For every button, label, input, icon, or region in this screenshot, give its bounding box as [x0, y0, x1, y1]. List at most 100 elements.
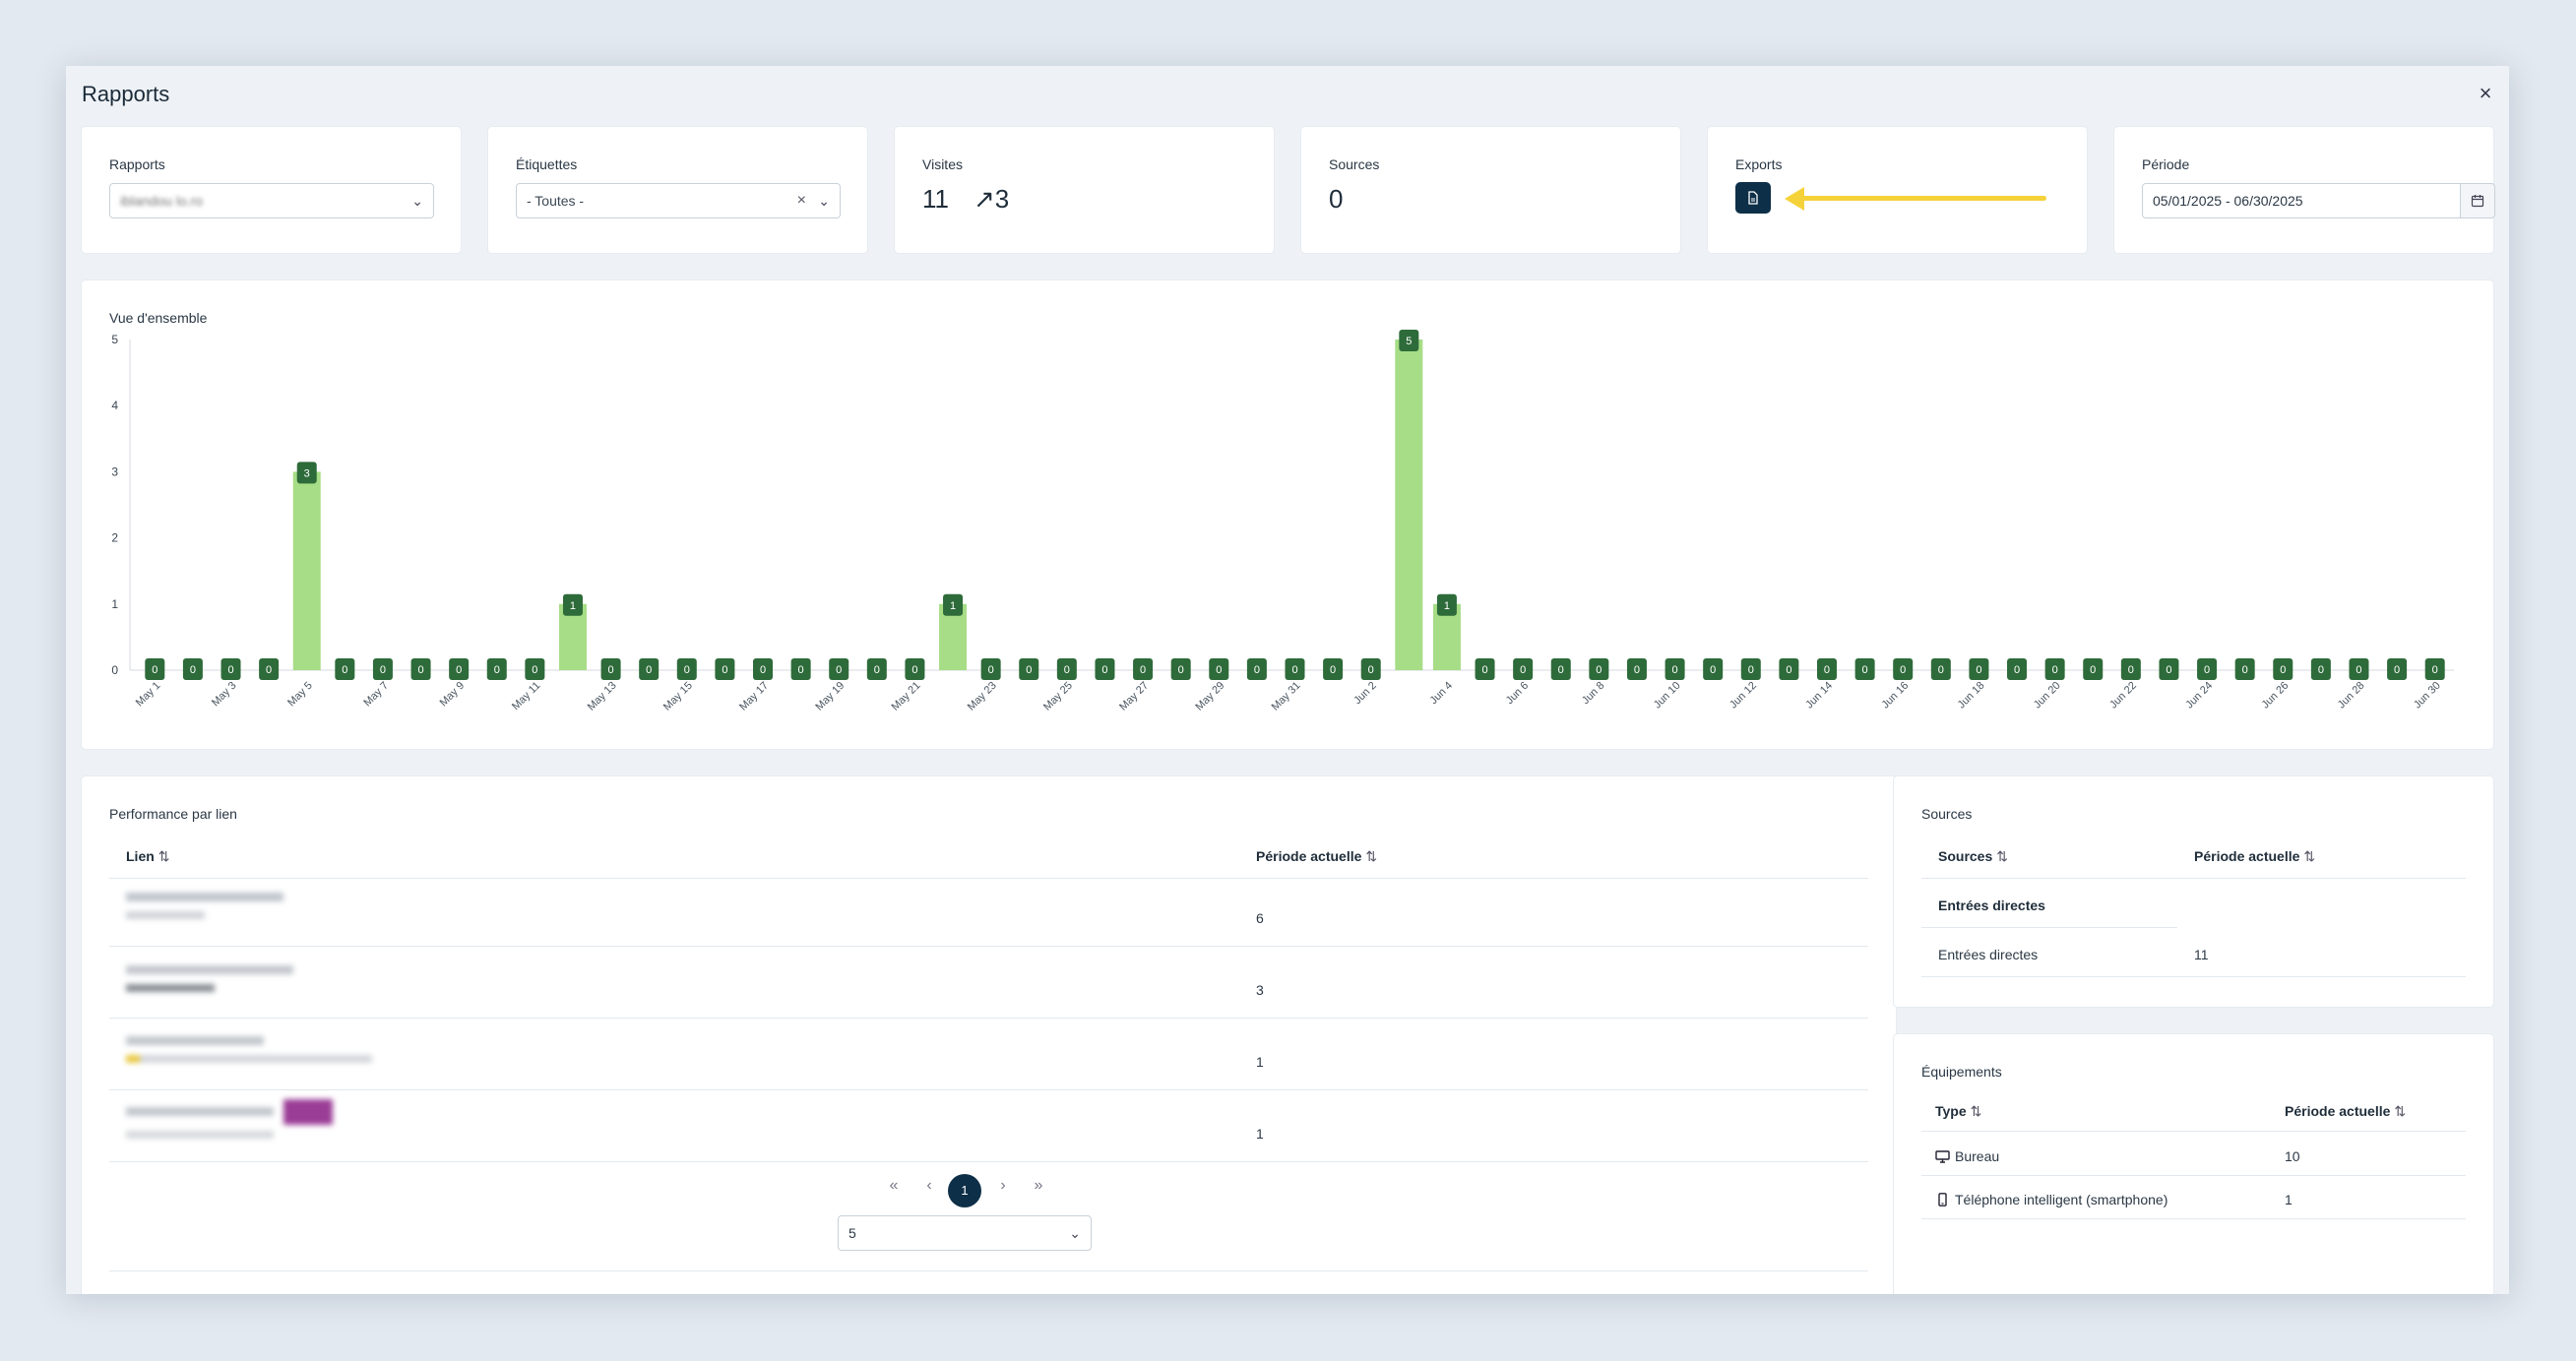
next-page-button[interactable]: ›: [1000, 1177, 1006, 1194]
data-label-bg: [1360, 658, 1381, 680]
data-label: 1: [950, 600, 956, 612]
data-label-bg: [1626, 658, 1647, 680]
data-label: 0: [1634, 664, 1640, 676]
link-preview-blurred: [126, 1036, 372, 1063]
reports-modal: Rapports × Rapports iblandou lo.ro ⌄ Éti…: [66, 66, 2509, 1294]
col-header-periode[interactable]: Période actuelle ⇅: [1256, 848, 1377, 865]
data-label-bg: [980, 658, 1001, 680]
x-tick-label: May 5: [285, 680, 315, 710]
x-tick-label: Jun 26: [2260, 680, 2292, 711]
y-tick-label: 3: [111, 464, 118, 478]
data-label: 0: [1178, 664, 1184, 676]
visites-trend: ↗3: [974, 184, 1009, 215]
data-label: 0: [988, 664, 994, 676]
x-tick-label: Jun 4: [1428, 680, 1456, 708]
chevron-down-icon: ⌄: [1069, 1225, 1081, 1241]
data-label-bg: [1740, 658, 1761, 680]
x-tick-label: Jun 28: [2336, 680, 2367, 711]
page-1-button[interactable]: 1: [948, 1174, 981, 1207]
data-label-bg: [866, 658, 887, 680]
last-page-button[interactable]: »: [1034, 1177, 1043, 1194]
col-header-sources-label: Sources: [1938, 848, 1993, 864]
col-header-periode-label: Période actuelle: [2194, 848, 2300, 864]
data-label: 0: [1520, 664, 1526, 676]
etiquettes-select[interactable]: - Toutes - × ⌄: [516, 183, 841, 218]
data-label-bg: [372, 658, 393, 680]
data-label: 1: [1444, 600, 1450, 612]
data-label: 0: [1368, 664, 1374, 676]
row-divider: [109, 1018, 1868, 1019]
data-label-bg: [2349, 658, 2369, 680]
data-label-bg: [1703, 658, 1724, 680]
sort-icon: ⇅: [1970, 1103, 1982, 1119]
data-label-bg: [715, 658, 735, 680]
export-pdf-button[interactable]: [1735, 182, 1771, 214]
chevron-down-icon: ⌄: [411, 193, 423, 209]
data-label-bg: [1095, 658, 1115, 680]
col-header-type[interactable]: Type ⇅: [1935, 1103, 1981, 1120]
data-label: 0: [2204, 664, 2210, 676]
x-tick-label: May 31: [1270, 680, 1303, 713]
data-label-bg: [259, 658, 280, 680]
data-label: 0: [1862, 664, 1868, 676]
data-label-bg: [2159, 658, 2179, 680]
data-label-bg: [1550, 658, 1571, 680]
data-label: 0: [1824, 664, 1830, 676]
data-label: 1: [570, 600, 576, 612]
data-label: 0: [1216, 664, 1222, 676]
prev-page-button[interactable]: ‹: [926, 1177, 932, 1194]
x-tick-label: May 19: [813, 680, 847, 713]
col-header-sources[interactable]: Sources ⇅: [1938, 848, 2008, 865]
data-label: 5: [1406, 336, 1412, 347]
y-tick-label: 4: [111, 399, 118, 412]
col-header-lien-label: Lien: [126, 848, 155, 864]
data-label: 0: [1291, 664, 1297, 676]
sort-icon: ⇅: [2394, 1103, 2407, 1119]
bar-may-5[interactable]: [292, 471, 321, 670]
clear-icon[interactable]: ×: [796, 192, 806, 209]
page-size-value: 5: [848, 1225, 856, 1241]
rapports-select[interactable]: iblandou lo.ro ⌄: [109, 183, 434, 218]
data-label: 0: [1254, 664, 1260, 676]
data-label: 0: [2128, 664, 2134, 676]
equipements-card: Équipements Type ⇅ Période actuelle ⇅ Bure…: [1894, 1034, 2493, 1294]
sort-icon: ⇅: [2303, 848, 2316, 864]
col-header-periode[interactable]: Période actuelle ⇅: [2285, 1103, 2406, 1120]
col-header-lien[interactable]: Lien ⇅: [126, 848, 170, 865]
etiquettes-select-value: - Toutes -: [527, 193, 585, 209]
data-label-bg: [1816, 658, 1837, 680]
bar-jun-3[interactable]: [1395, 340, 1423, 670]
data-label: 0: [2432, 664, 2438, 676]
data-label: 0: [2014, 664, 2020, 676]
data-label-bg: [1246, 658, 1267, 680]
data-label-bg: [2273, 658, 2293, 680]
document-icon: [1748, 191, 1758, 205]
monitor-icon: [1935, 1150, 1950, 1163]
data-label-bg: [486, 658, 507, 680]
data-label: 0: [836, 664, 842, 676]
data-label: 0: [760, 664, 766, 676]
equipements-title: Équipements: [1921, 1064, 2002, 1080]
col-header-periode[interactable]: Période actuelle ⇅: [2194, 848, 2315, 865]
data-label-bg: [2083, 658, 2104, 680]
visites-trend-value: 3: [994, 184, 1010, 214]
data-label: 0: [646, 664, 652, 676]
page-size-select[interactable]: 5 ⌄: [838, 1215, 1092, 1251]
data-label: 0: [1938, 664, 1944, 676]
close-icon[interactable]: ×: [2479, 81, 2492, 105]
sources-label: Sources: [1329, 156, 1380, 172]
x-tick-label: May 13: [586, 680, 619, 713]
x-tick-label: May 17: [737, 680, 771, 713]
data-label-bg: [2120, 658, 2141, 680]
first-page-button[interactable]: «: [889, 1177, 899, 1194]
sources-card: Sources 0: [1301, 127, 1680, 253]
calendar-button[interactable]: [2460, 183, 2495, 218]
data-label-bg: [1056, 658, 1077, 680]
sort-icon: ⇅: [157, 848, 170, 864]
link-preview-blurred: [126, 965, 293, 992]
row-divider: [109, 1089, 1868, 1090]
exports-label: Exports: [1735, 156, 1783, 172]
date-range-input[interactable]: 05/01/2025 - 06/30/2025: [2142, 183, 2461, 218]
sort-icon: ⇅: [1996, 848, 2008, 864]
